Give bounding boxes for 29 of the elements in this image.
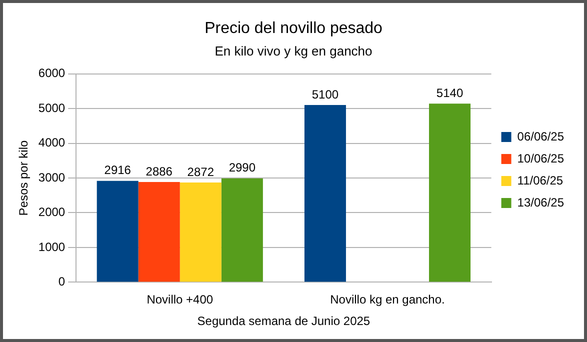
bar [429, 104, 471, 282]
y-tick-label: 1000 [38, 240, 66, 254]
y-tick-label: 6000 [38, 66, 66, 80]
y-tick-label: 3000 [38, 170, 66, 184]
bar [138, 182, 180, 282]
y-tick-label: 5000 [38, 100, 66, 115]
data-label: 2990 [228, 160, 256, 175]
y-tick-label: 2000 [38, 205, 66, 220]
data-label: 2916 [104, 163, 132, 178]
data-label: 5100 [312, 87, 339, 102]
x-axis-title: Segunda semana de Junio 2025 [197, 314, 370, 328]
x-tick-label: Novillo +400 [146, 292, 214, 307]
legend-label: 10/06/25 [517, 151, 564, 166]
legend-label: 11/06/25 [517, 173, 564, 188]
data-label: 2886 [146, 164, 173, 178]
legend-label: 13/06/25 [517, 195, 564, 210]
data-label: 5140 [436, 86, 464, 100]
chart-subtitle: En kilo vivo y kg en gancho [214, 44, 372, 59]
legend-label: 06/06/25 [517, 129, 564, 144]
y-axis-title: Pesos por kilo [16, 140, 31, 216]
bar [180, 182, 222, 282]
y-tick-label: 0 [58, 274, 66, 289]
data-label: 2872 [187, 164, 214, 179]
bar [221, 178, 263, 282]
x-tick-label: Novillo kg en gancho. [330, 292, 445, 307]
y-tick-label: 4000 [38, 136, 66, 150]
bar [96, 180, 138, 282]
bar [304, 105, 346, 282]
chart-title: Precio del novillo pesado [204, 20, 383, 38]
